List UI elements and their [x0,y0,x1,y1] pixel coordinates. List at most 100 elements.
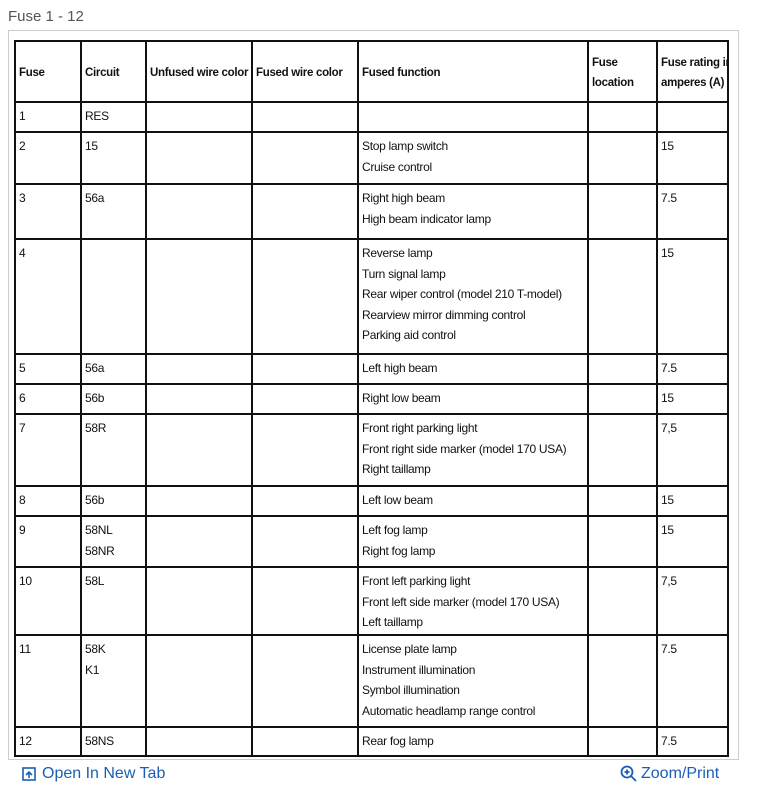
cell-line: Unfused wire color [150,66,249,79]
cell-line: 2 [19,139,26,153]
cell-content: 6 [19,388,77,409]
cell-line: Fuse rating in [661,56,728,69]
table-cell: 58K K1 [80,634,147,728]
cell-line: location [592,77,634,89]
table-cell: 7.5 [656,353,729,385]
header-cell: Fuse location [587,40,658,103]
table-row: 10 58L Front left parking light Front left … [14,566,729,636]
cell-content: Fused function [362,63,584,84]
cell-content: 7,5 [661,571,724,592]
table-row: 1 RES [14,101,729,133]
table-cell: 56a [80,353,147,385]
cell-line: 15 [661,523,674,537]
cell-line: 7.5 [661,191,677,205]
image-frame [8,30,739,760]
cell-line: 10 [19,574,32,588]
table-cell [587,183,658,240]
table-cell [656,101,729,133]
table-cell: 7 [14,413,82,487]
cell-line: Rear wiper control (model 210 T-model) [362,287,562,301]
header-cell: Fuse [14,40,82,103]
cell-line: Stop lamp switch [362,139,448,153]
table-cell: 15 [80,131,147,185]
table-cell [251,238,359,355]
cell-content: Circuit [85,63,142,84]
table-cell: 7,5 [656,566,729,636]
cell-content: 7,5 [661,418,724,439]
table-cell: Right high beam High beam indicator lamp [357,183,589,240]
table-cell [145,101,253,133]
cell-content: 58R [85,418,142,439]
cell-line: Front right parking light [362,421,478,435]
cell-line: Rearview mirror dimming control [362,307,526,322]
cell-line: Left fog lamp [362,523,428,537]
table-cell: RES [80,101,147,133]
table-cell: 56b [80,485,147,517]
cell-line: 7 [19,421,26,435]
table-cell: 6 [14,383,82,415]
cell-content: Fuse rating in amperes (A) [661,53,728,94]
table-cell: 9 [14,515,82,568]
cell-line: 7.5 [661,642,677,656]
table-cell: 7,5 [656,413,729,487]
cell-content: 11 [19,639,77,660]
table-cell: 15 [656,485,729,517]
table-cell: 5 [14,353,82,385]
zoom-print-link[interactable]: Zoom/Print [620,765,719,783]
cell-content: Stop lamp switch Cruise control [362,136,584,177]
cell-content: 1 [19,106,77,127]
table-cell [145,183,253,240]
table-cell [145,634,253,728]
cell-line: Rear fog lamp [362,734,434,748]
header-cell: Fused function [357,40,589,103]
table-cell: 58NS [80,726,147,757]
cell-line: Left low beam [362,493,433,507]
cell-line: Fuse [19,66,45,79]
table-row: 5 56a Left high beam 7.5 [14,353,729,385]
table-cell: Left low beam [357,485,589,517]
table-cell: 11 [14,634,82,728]
cell-content: 7.5 [661,639,724,660]
cell-line: 58NS [85,734,114,748]
table-row: 2 15 Stop lamp switch Cruise control 15 [14,131,729,185]
table-cell [251,413,359,487]
cell-content: 7.5 [661,358,724,379]
cell-line: Cruise control [362,159,432,174]
table-cell [145,383,253,415]
table-cell: 8 [14,485,82,517]
cell-content: Right high beam High beam indicator lamp [362,188,584,229]
table-cell: 58R [80,413,147,487]
table-cell [587,726,658,757]
table-cell [251,353,359,385]
table-cell: 7.5 [656,183,729,240]
cell-line: 7.5 [661,734,677,748]
cell-line: High beam indicator lamp [362,211,491,226]
cell-content: 58NS [85,731,142,752]
table-cell: Front right parking light Front right sid… [357,413,589,487]
cell-content: 5 [19,358,77,379]
cell-line: Reverse lamp [362,246,433,260]
cell-line: Left taillamp [362,615,423,629]
cell-line: 3 [19,191,26,205]
cell-line: 6 [19,391,26,405]
cell-line: Circuit [85,66,120,79]
table-cell: Front left parking light Front left side … [357,566,589,636]
cell-line: 15 [85,139,98,153]
table-cell: 1 [14,101,82,133]
cell-content: Right low beam [362,388,584,409]
cell-line: 15 [661,139,674,153]
cell-content: 58NL 58NR [85,520,142,561]
cell-line: Fused function [362,66,441,79]
table-cell: 15 [656,515,729,568]
cell-line: 4 [19,246,26,260]
table-cell: 12 [14,726,82,757]
cell-line: RES [85,109,109,123]
table-cell: 4 [14,238,82,355]
cell-content: 3 [19,188,77,209]
open-new-tab-link[interactable]: Open In New Tab [22,765,165,783]
cell-line: Automatic headlamp range control [362,703,536,718]
open-icon [22,767,36,781]
table-cell: 15 [656,238,729,355]
cell-line: 56b [85,493,105,507]
cell-line: 7,5 [661,421,677,435]
